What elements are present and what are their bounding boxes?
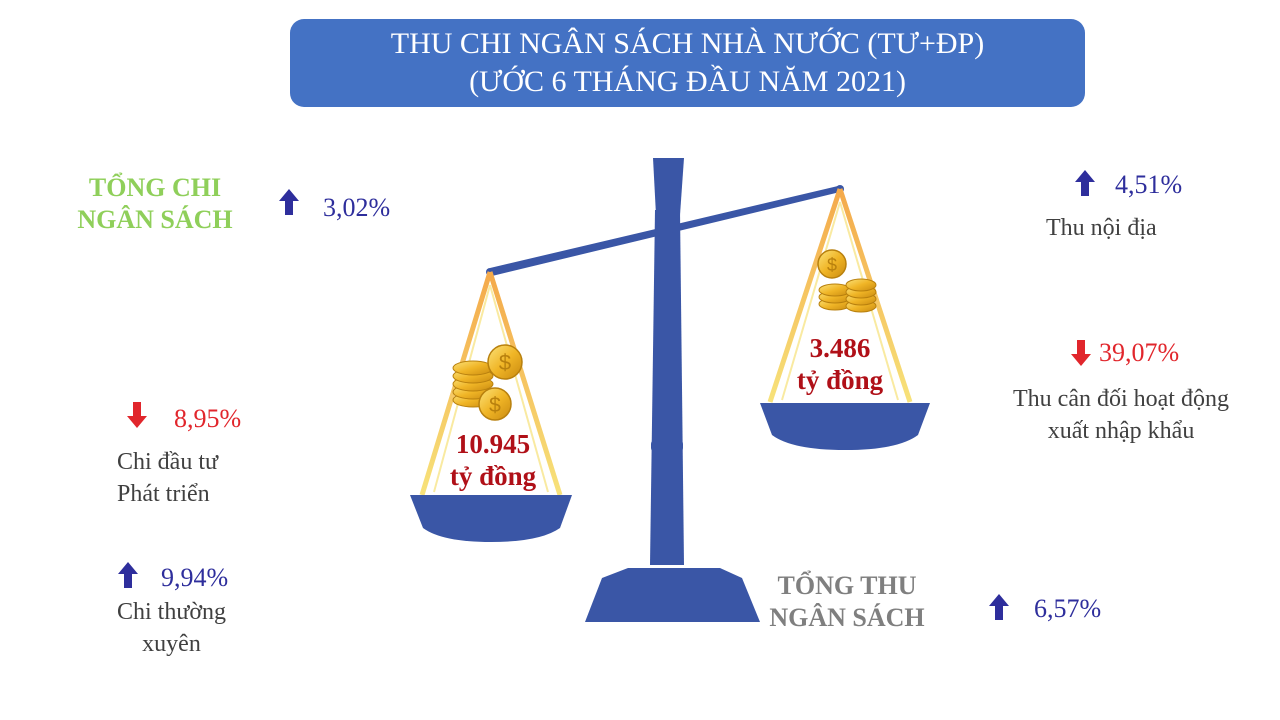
spending-item-2-change: 9,94% <box>161 563 229 592</box>
svg-text:$: $ <box>489 394 501 417</box>
arrow-up-icon <box>989 594 1009 620</box>
coin-stack-icon: $ $ <box>452 344 523 421</box>
revenue-heading-line-2: NGÂN SÁCH <box>769 603 925 632</box>
spending-amount-value: 10.945 <box>455 429 531 459</box>
arrow-down-icon <box>127 402 147 428</box>
spending-amount-unit: tỷ đồng <box>449 461 537 491</box>
spending-item-2-label-line-2: xuyên <box>142 631 201 657</box>
spending-heading: TỔNG CHI NGÂN SÁCH <box>70 172 240 236</box>
arrow-up-icon <box>279 189 299 215</box>
spending-item-1-label-line-2: Phát triển <box>117 481 210 507</box>
revenue-item-1-change: 4,51% <box>1115 170 1183 199</box>
revenue-total-change: 6,57% <box>1034 594 1102 623</box>
svg-text:$: $ <box>827 255 837 275</box>
spending-item-1-label: Chi đầu tư Phát triển <box>117 446 218 510</box>
revenue-amount-value: 3.486 <box>809 333 871 363</box>
revenue-item-2-label-line-2: xuất nhập khẩu <box>1047 418 1195 444</box>
spending-heading-line-1: TỔNG CHI <box>88 173 222 202</box>
spending-item-2-label: Chi thường xuyên <box>104 596 239 660</box>
arrow-up-icon <box>1075 170 1095 196</box>
arrow-down-icon <box>1071 340 1091 366</box>
revenue-heading-line-1: TỔNG THU <box>777 571 917 600</box>
title-line-1: THU CHI NGÂN SÁCH NHÀ NƯỚC (TƯ+ĐP) <box>390 27 985 60</box>
spending-item-2-label-line-1: Chi thường <box>116 599 227 625</box>
title-line-2: (ƯỚC 6 THÁNG ĐẦU NĂM 2021) <box>469 65 906 98</box>
coin-stack-icon: $ <box>817 249 877 313</box>
svg-text:$: $ <box>499 350 511 375</box>
revenue-amount: 3.486 tỷ đồng <box>785 332 895 396</box>
revenue-item-1-label: Thu nội địa <box>1046 215 1157 241</box>
revenue-item-2-label: Thu cân đối hoạt động xuất nhập khẩu <box>990 383 1252 447</box>
arrow-up-icon <box>118 562 138 588</box>
spending-heading-line-2: NGÂN SÁCH <box>77 205 233 234</box>
revenue-item-2-label-line-1: Thu cân đối hoạt động <box>1013 386 1229 412</box>
spending-total-change: 3,02% <box>323 193 391 222</box>
revenue-amount-unit: tỷ đồng <box>796 365 884 395</box>
revenue-item-2-change: 39,07% <box>1099 338 1180 367</box>
spending-item-1-change: 8,95% <box>174 404 242 433</box>
spending-amount: 10.945 tỷ đồng <box>438 428 548 492</box>
spending-item-1-label-line-1: Chi đầu tư <box>117 449 219 475</box>
title-banner: THU CHI NGÂN SÁCH NHÀ NƯỚC (TƯ+ĐP) (ƯỚC … <box>290 19 1085 107</box>
revenue-heading: TỔNG THU NGÂN SÁCH <box>752 570 942 634</box>
